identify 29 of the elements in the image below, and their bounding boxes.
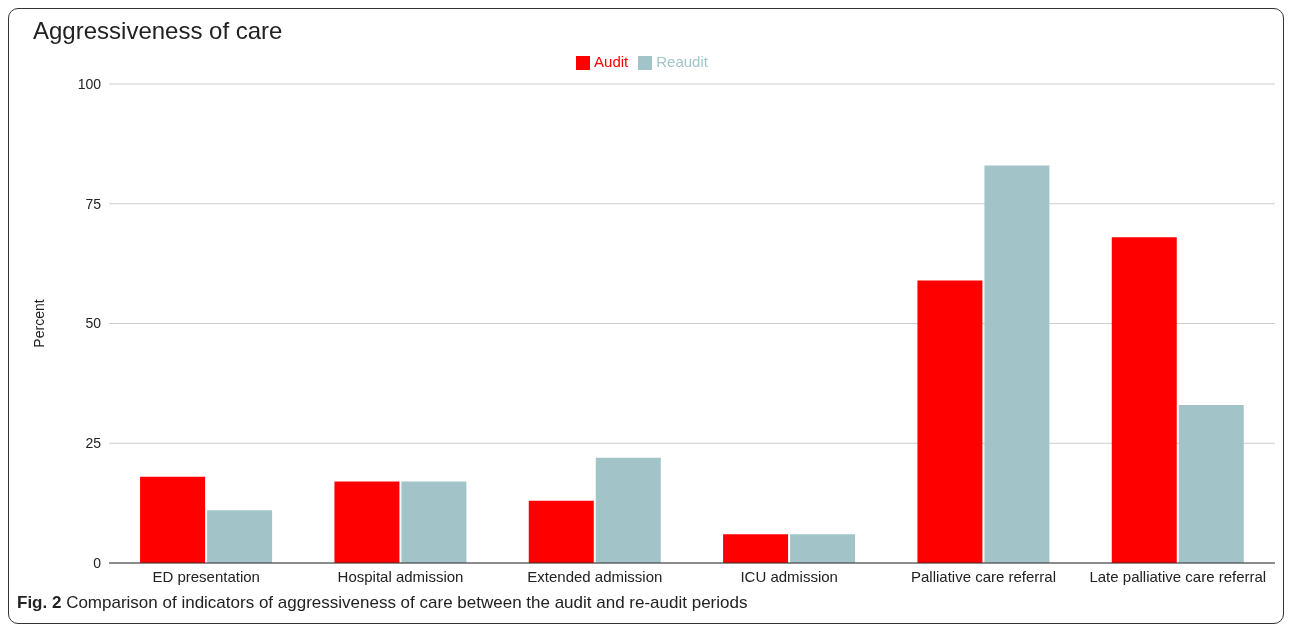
caption: Fig. 2	[17, 593, 63, 612]
bar	[528, 500, 594, 563]
y-tick-label: 0	[93, 554, 102, 571]
x-tick-label: Late palliative care referral	[1089, 567, 1267, 585]
bar	[790, 534, 856, 563]
y-axis-title: Percent	[30, 299, 47, 348]
bar	[1178, 404, 1244, 563]
bar	[917, 280, 983, 563]
x-tick-label: ED presentation	[152, 567, 260, 585]
bar	[207, 510, 273, 563]
x-tick-label: Extended admission	[527, 567, 663, 585]
y-tick-label: 50	[85, 315, 102, 332]
chart-title: Aggressiveness of care	[33, 17, 283, 45]
y-tick-label: 25	[85, 435, 102, 452]
bar	[334, 481, 400, 563]
x-tick-label: Hospital admission	[337, 567, 464, 585]
legend-label: Audit	[594, 53, 629, 70]
bar	[140, 476, 206, 563]
bar	[723, 534, 789, 563]
bar	[984, 165, 1050, 563]
y-tick-label: 100	[77, 76, 102, 92]
x-tick-label: Palliative care referral	[910, 567, 1057, 585]
bar	[401, 481, 467, 563]
x-tick-label: ICU admission	[740, 567, 838, 585]
bar	[595, 457, 661, 563]
bar	[1111, 237, 1177, 563]
y-tick-label: 75	[85, 195, 102, 212]
legend-label: Reaudit	[656, 53, 708, 70]
text: Comparison of indicators of aggressiveness of care between the audit and re-audit periods	[66, 593, 748, 612]
